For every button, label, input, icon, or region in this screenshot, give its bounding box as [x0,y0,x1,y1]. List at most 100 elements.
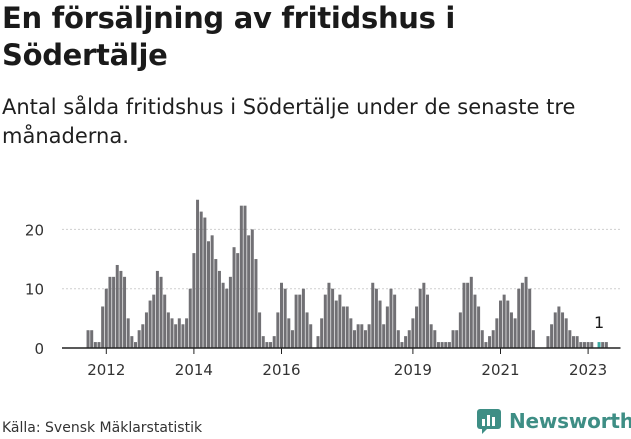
newsworthy-logo[interactable]: Newsworthy [476,408,631,434]
bar [469,276,473,348]
bar [520,282,524,348]
x-tick-label: 2014 [175,361,213,379]
bar [604,342,608,348]
bar [258,312,262,348]
bar [265,342,269,348]
bar [553,312,557,348]
bar [495,318,499,348]
bar [396,330,400,348]
bar [166,312,170,348]
bar [345,306,349,348]
bar [239,205,243,348]
bar [491,330,495,348]
bar [207,241,210,348]
bar [185,318,189,348]
bar [247,235,251,348]
bar [462,282,466,348]
bars-layer [86,199,608,348]
grid-layer [62,228,621,290]
bar [513,318,517,348]
source-note: Källa: Svensk Mäklarstatistik [2,420,203,436]
bar [148,300,152,348]
bar [422,282,426,348]
bar [426,294,429,348]
bar [327,282,331,348]
bar [155,270,159,348]
bar [590,342,594,348]
bar [407,330,411,348]
bar [243,205,247,348]
bar [389,288,393,348]
bar [455,330,459,348]
bar [159,276,163,348]
x-tick-label: 2012 [87,361,125,379]
bar [301,288,305,348]
bar [177,318,181,348]
brand-name: Newsworthy [509,409,631,433]
bar [524,276,528,348]
bar [217,270,221,348]
bar [250,229,254,348]
bar [104,288,108,348]
bar [323,294,327,348]
bar [334,300,338,348]
bar [550,324,554,348]
bar [557,306,561,348]
x-tick-label: 2023 [569,361,607,379]
bar [575,336,579,348]
bar [506,300,510,348]
bar [568,330,572,348]
bar [473,294,477,348]
bar [272,336,276,348]
bar [90,330,94,348]
bar [320,318,324,348]
bar [269,342,273,348]
bar [393,294,397,348]
bar [97,342,101,348]
bar [144,312,148,348]
bar [203,217,207,348]
x-tick-label: 2021 [481,361,519,379]
y-tick-label: 0 [34,340,44,358]
bar [261,336,265,348]
bar [477,306,481,348]
bar [546,336,550,348]
bar [597,342,601,348]
bar [108,276,112,348]
newsworthy-logo-icon [477,409,501,434]
bar [214,259,218,348]
bar [152,294,156,348]
bar [363,330,367,348]
bar [444,342,448,348]
bar [586,342,590,348]
bar [433,330,437,348]
bar [582,342,586,348]
bar [181,324,185,348]
bar [283,288,287,348]
bar [338,294,342,348]
bar [499,300,502,348]
bar [353,330,356,348]
bar [400,342,404,348]
bar [112,276,116,348]
bar [342,306,346,348]
bar [356,324,360,348]
bar [382,324,386,348]
bar [163,294,167,348]
bar [564,318,568,348]
bar [210,235,214,348]
bar [528,288,532,348]
bar [466,282,470,348]
bar [378,300,382,348]
bar [225,288,229,348]
bar [137,330,141,348]
bar [130,336,134,348]
bar [298,294,302,348]
bar [101,306,105,348]
bar [429,324,433,348]
bar [561,312,565,348]
bar [601,342,605,348]
bar [316,336,320,348]
bar [374,288,378,348]
bar [221,282,225,348]
